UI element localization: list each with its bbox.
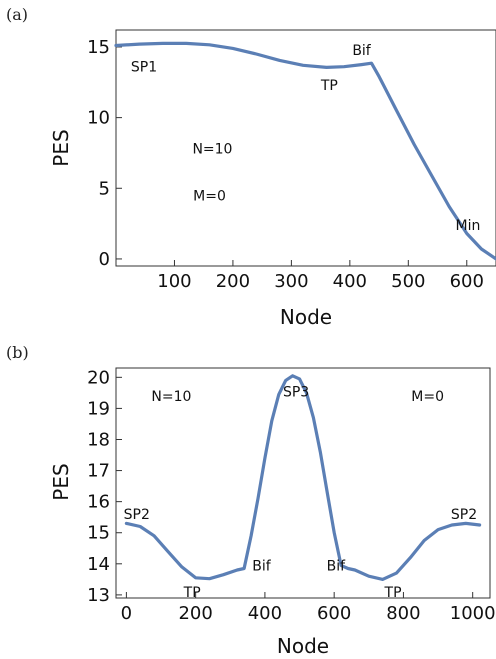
y-tick-label: 16: [87, 492, 110, 513]
x-tick-label: 600: [317, 603, 351, 624]
y-tick-label: 14: [87, 554, 110, 575]
y-axis-title-a: PES: [49, 129, 73, 166]
axis-ticks-b: 0 200 400 600 800 1000 13 14 15 16 17 18 19 20: [87, 367, 495, 624]
x-tick-label: 100: [157, 271, 191, 292]
x-tick-label: 600: [450, 271, 484, 292]
annotation-label: N=10: [192, 142, 232, 158]
y-tick-label: 15: [87, 523, 110, 544]
x-tick-label: 500: [391, 271, 425, 292]
panel-label-b: (b): [6, 343, 29, 362]
annotation-label: TP: [183, 585, 201, 601]
y-axis-title-b: PES: [49, 463, 73, 500]
plot-frame-a: [115, 29, 496, 267]
x-tick-label: 800: [386, 603, 420, 624]
y-tick-label: 19: [87, 398, 110, 419]
annotation-label: M=0: [193, 188, 226, 204]
y-tick-label: 13: [87, 585, 110, 606]
y-tick-label: 15: [87, 37, 110, 58]
annotation-label: Bif: [352, 43, 371, 59]
y-tick-label: 0: [99, 249, 110, 270]
annotation-label: SP2: [451, 507, 477, 523]
panel-label-a: (a): [6, 5, 28, 24]
y-tick-label: 17: [87, 461, 110, 482]
x-axis-title-a: Node: [280, 305, 332, 329]
y-tick-label: 10: [87, 108, 110, 129]
y-tick-label: 5: [99, 178, 110, 199]
x-axis-title-b: Node: [277, 634, 329, 658]
annotation-label: M=0: [411, 389, 444, 405]
x-tick-label: 300: [274, 271, 308, 292]
x-tick-label: 0: [121, 603, 132, 624]
annotation-label: Min: [456, 218, 481, 234]
y-tick-label: 18: [87, 429, 110, 450]
axis-ticks-a: 100 200 300 400 500 600 0 5 10 15: [87, 37, 484, 292]
series-line-b: [124, 374, 482, 581]
x-tick-label: 400: [248, 603, 282, 624]
y-tick-label: 20: [87, 367, 110, 388]
annotation-label: TP: [384, 585, 402, 601]
panel-b: (b) 0 200 400 600 800 1000 13 14 15 16 17 18 19 20 SP…: [6, 343, 496, 658]
annotations-b: SP2 TP Bif SP3 Bif TP SP2 N=10 M=0: [124, 384, 478, 600]
annotation-label: Bif: [327, 558, 346, 574]
annotations-a: SP1 TP Bif Min N=10 M=0: [131, 43, 480, 234]
annotation-label: SP3: [283, 384, 309, 400]
annotation-label: TP: [320, 78, 338, 94]
x-tick-label: 400: [333, 271, 367, 292]
series-line-a: [114, 41, 496, 261]
annotation-label: SP1: [131, 60, 157, 76]
x-tick-label: 1000: [450, 603, 496, 624]
annotation-label: N=10: [151, 389, 191, 405]
annotation-label: Bif: [252, 558, 271, 574]
panel-a: (a) 100 200 300 400 500 600 0 5 10 15 SP1 TP Bif Min…: [6, 5, 496, 329]
annotation-label: SP2: [124, 507, 150, 523]
x-tick-label: 200: [178, 603, 212, 624]
x-tick-label: 200: [216, 271, 250, 292]
plot-frame-b: [115, 367, 491, 599]
